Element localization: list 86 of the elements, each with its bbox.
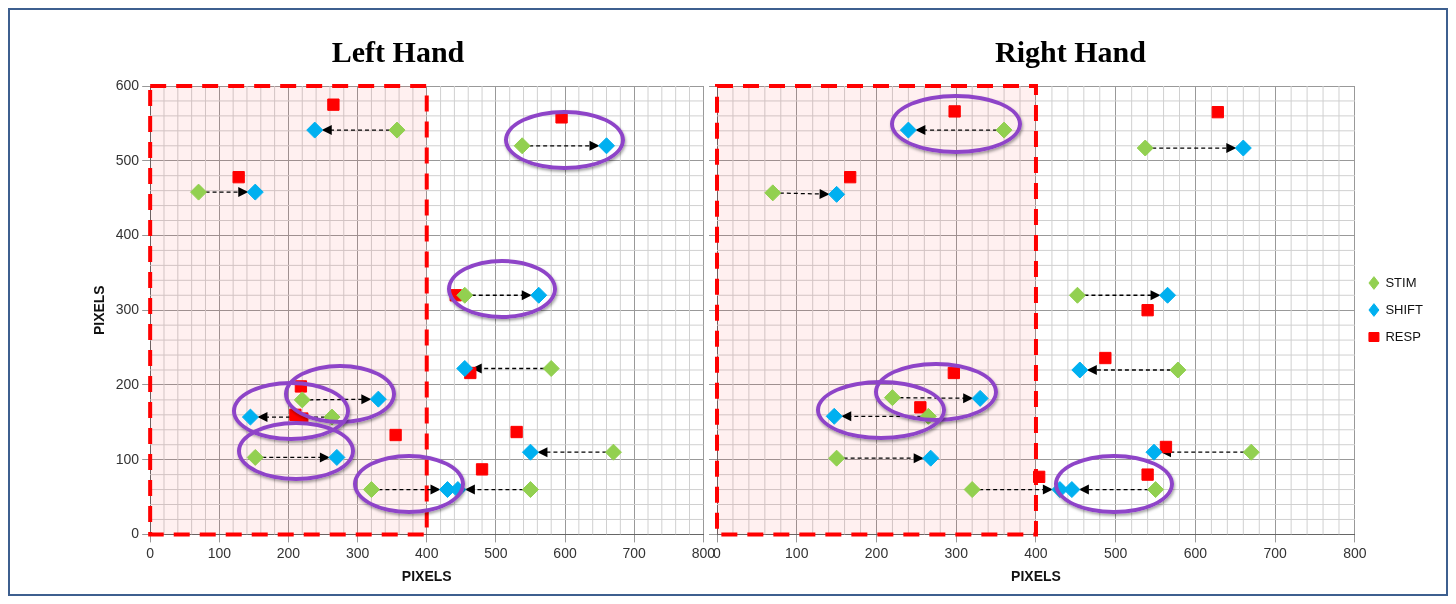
point bbox=[883, 389, 901, 407]
point bbox=[293, 391, 311, 409]
x-axis-title: PIXELS bbox=[401, 568, 452, 585]
legend-label: STIM bbox=[1385, 274, 1417, 290]
x-tick-label: 0 bbox=[146, 544, 155, 561]
point bbox=[1141, 304, 1154, 317]
point bbox=[922, 449, 940, 467]
point bbox=[948, 105, 961, 118]
point bbox=[190, 183, 208, 201]
point bbox=[388, 121, 406, 139]
point bbox=[1145, 443, 1163, 461]
point bbox=[510, 425, 523, 439]
chart-title: Right Hand bbox=[995, 34, 1147, 68]
x-tick-label: 200 bbox=[276, 544, 301, 561]
x-tick-label: 100 bbox=[207, 544, 232, 561]
point bbox=[530, 286, 548, 304]
y-tick-label: 0 bbox=[131, 525, 140, 542]
point bbox=[389, 428, 402, 442]
point bbox=[825, 407, 843, 425]
point bbox=[362, 481, 380, 499]
point bbox=[1147, 481, 1165, 499]
point bbox=[475, 463, 489, 476]
point bbox=[963, 481, 981, 499]
point bbox=[828, 449, 846, 467]
point bbox=[241, 408, 259, 426]
point bbox=[604, 443, 622, 461]
x-tick-label: 100 bbox=[785, 544, 809, 561]
point bbox=[306, 121, 324, 139]
point bbox=[542, 359, 560, 377]
y-tick-label: 300 bbox=[115, 301, 140, 318]
point bbox=[995, 121, 1013, 139]
x-tick-label: 300 bbox=[944, 544, 969, 561]
x-tick-label: 200 bbox=[864, 544, 889, 561]
point bbox=[764, 184, 782, 202]
point bbox=[328, 448, 346, 466]
point bbox=[1159, 440, 1173, 454]
point bbox=[1068, 286, 1086, 304]
x-tick-label: 500 bbox=[1104, 544, 1128, 561]
x-tick-label: 300 bbox=[345, 544, 370, 561]
y-axis-title: PIXELS bbox=[91, 285, 108, 336]
y-tick-label: 400 bbox=[115, 226, 140, 243]
x-tick-label: 600 bbox=[553, 544, 577, 561]
x-tick-label: 400 bbox=[415, 544, 439, 561]
point bbox=[1141, 468, 1154, 481]
point bbox=[232, 171, 245, 184]
point bbox=[914, 401, 927, 414]
y-tick-label: 600 bbox=[115, 76, 140, 93]
legend-label: RESP bbox=[1385, 328, 1421, 344]
x-axis-title: PIXELS bbox=[1011, 568, 1061, 585]
x-tick-label: 600 bbox=[1183, 544, 1208, 561]
point bbox=[1099, 351, 1112, 365]
y-tick-label: 100 bbox=[115, 450, 140, 467]
point bbox=[246, 183, 264, 201]
x-tick-label: 700 bbox=[1263, 544, 1288, 561]
point bbox=[899, 121, 917, 139]
point bbox=[246, 448, 264, 466]
x-tick-label: 400 bbox=[1024, 544, 1048, 561]
y-tick-label: 200 bbox=[115, 375, 140, 392]
y-tick-label: 500 bbox=[115, 151, 140, 168]
x-tick-label: 500 bbox=[484, 544, 508, 561]
point bbox=[1159, 286, 1177, 304]
x-tick-label: 800 bbox=[1343, 544, 1367, 561]
x-tick-label: 0 bbox=[713, 544, 722, 561]
point bbox=[1234, 139, 1252, 157]
point bbox=[971, 389, 989, 407]
point bbox=[598, 137, 616, 155]
point bbox=[369, 390, 387, 408]
point bbox=[456, 359, 474, 377]
chart-title: Left Hand bbox=[331, 34, 465, 68]
point bbox=[1136, 139, 1154, 157]
point bbox=[1033, 470, 1046, 484]
point bbox=[844, 171, 857, 184]
point bbox=[1063, 481, 1081, 499]
point bbox=[327, 98, 340, 111]
point bbox=[828, 185, 846, 203]
point bbox=[1071, 361, 1089, 379]
point bbox=[521, 443, 539, 461]
legend-label: SHIFT bbox=[1385, 301, 1424, 317]
point bbox=[1242, 443, 1260, 461]
point bbox=[456, 286, 474, 304]
point bbox=[521, 481, 539, 499]
x-tick-label: 800 bbox=[691, 544, 716, 561]
x-tick-label: 700 bbox=[622, 544, 647, 561]
point bbox=[1211, 106, 1224, 119]
point bbox=[1169, 361, 1187, 379]
point bbox=[513, 137, 531, 155]
